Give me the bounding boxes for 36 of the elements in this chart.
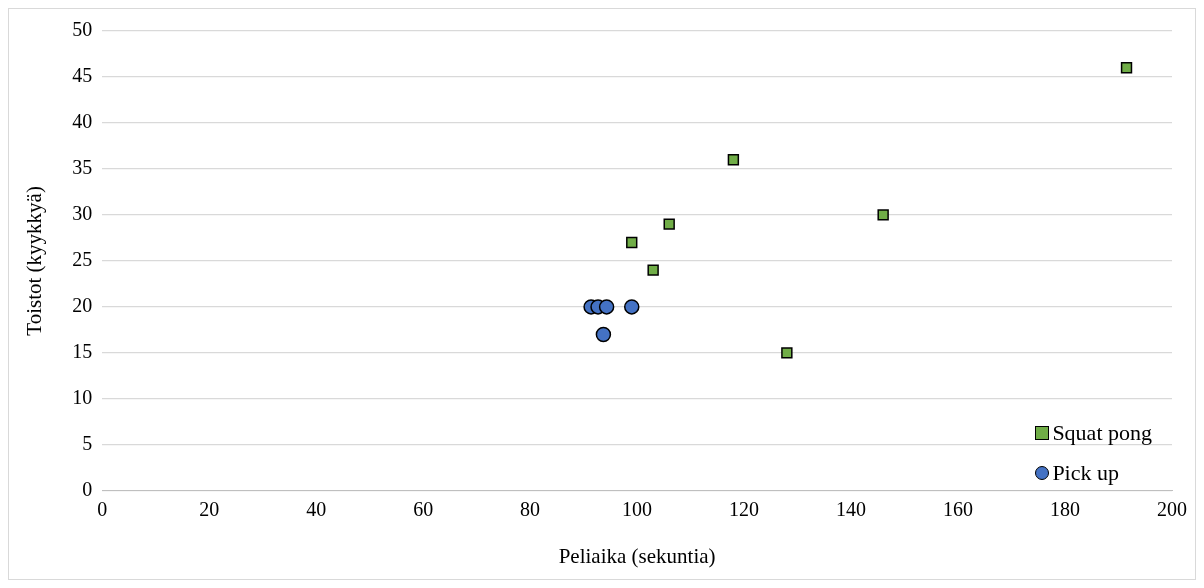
y-tick-label: 20 xyxy=(72,294,93,317)
y-tick-label: 50 xyxy=(72,18,93,41)
x-tick-label: 180 xyxy=(1050,498,1081,521)
legend-label: Squat pong xyxy=(1052,419,1152,446)
y-tick-label: 35 xyxy=(72,156,93,179)
point xyxy=(595,326,612,343)
x-tick-label: 40 xyxy=(306,498,327,521)
point xyxy=(626,236,638,249)
y-tick-label: 30 xyxy=(72,202,93,225)
y-tick-label: 10 xyxy=(72,386,93,409)
y-tick-label: 40 xyxy=(72,110,93,133)
point xyxy=(598,299,615,315)
x-tick-label: 120 xyxy=(729,498,760,521)
x-tick-label: 200 xyxy=(1157,498,1187,521)
point xyxy=(781,347,793,359)
y-tick-label: 0 xyxy=(82,478,93,501)
y-tick-label: 45 xyxy=(72,64,93,87)
point xyxy=(663,218,675,230)
y-axis-title: Toistot (kyykkyä) xyxy=(22,186,47,336)
x-axis-title: Peliaika (sekuntia) xyxy=(558,543,716,568)
x-tick-label: 100 xyxy=(622,498,653,521)
x-tick-label: 60 xyxy=(413,498,434,521)
x-tick-label: 160 xyxy=(943,498,974,521)
point xyxy=(877,209,889,221)
point xyxy=(624,299,640,315)
x-tick-label: 80 xyxy=(520,498,541,521)
legend-label: Pick up xyxy=(1052,459,1119,486)
y-tick-label: 5 xyxy=(82,432,93,455)
x-tick-label: 20 xyxy=(199,498,220,521)
point xyxy=(1120,62,1133,74)
point xyxy=(727,154,740,166)
y-tick-label: 25 xyxy=(72,248,93,271)
x-tick-label: 0 xyxy=(97,498,108,521)
point xyxy=(647,264,659,276)
y-tick-label: 15 xyxy=(72,340,93,363)
x-tick-label: 140 xyxy=(836,498,867,521)
